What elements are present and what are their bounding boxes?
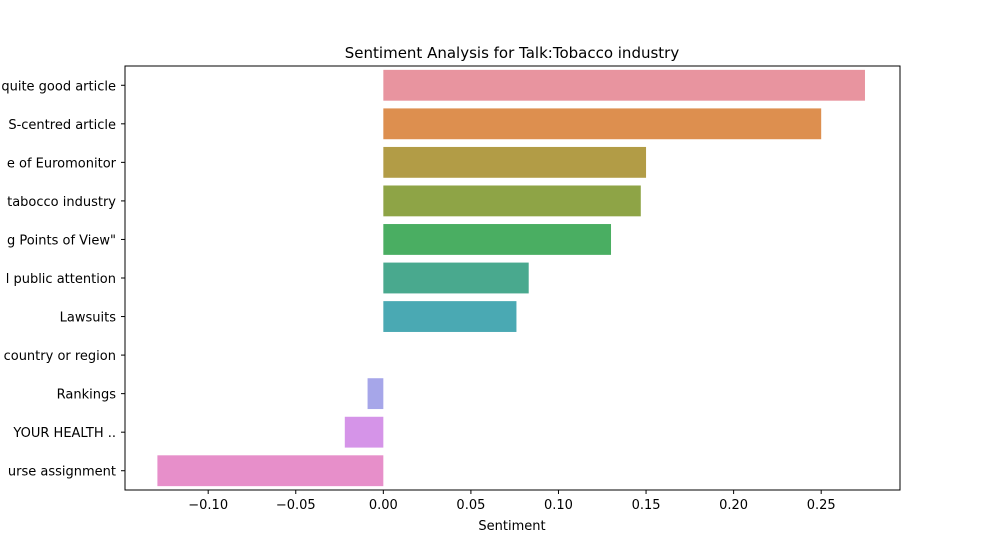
y-tick-label: e of Euromonitor (7, 156, 117, 171)
y-tick-label: Rankings (57, 388, 117, 403)
x-tick-label: 0.20 (719, 498, 748, 513)
bar-4 (383, 224, 611, 255)
x-tick-label: −0.10 (188, 498, 228, 513)
y-tick-label: country or region (4, 349, 116, 364)
x-tick-label: −0.05 (276, 498, 316, 513)
x-axis-label: Sentiment (478, 519, 545, 534)
bar-3 (383, 185, 640, 216)
y-tick-label: YOUR HEALTH .. (9, 426, 116, 441)
x-tick-label: 0.05 (456, 498, 485, 513)
bar-10 (157, 455, 383, 486)
x-tick-label: 0.15 (632, 498, 661, 513)
y-tick-label: g Points of View" (7, 233, 116, 248)
bar-1 (383, 108, 821, 139)
y-tick-label: urse assignment (8, 465, 116, 480)
y-tick-label: S-centred article (8, 118, 116, 133)
x-tick-label: 0.10 (544, 498, 573, 513)
bars-layer (157, 70, 865, 486)
y-tick-label: quite good article (1, 79, 116, 94)
y-tick-label: tabocco industry (7, 195, 116, 210)
y-tick-label: Lawsuits (60, 311, 117, 326)
bar-9 (345, 417, 384, 448)
x-axis-ticks: −0.10 −0.05 0.00 0.05 0.10 0.15 0.20 0.25 (188, 490, 835, 513)
chart-title: Sentiment Analysis for Talk:Tobacco indu… (345, 44, 680, 62)
y-tick-label: l public attention (6, 272, 116, 287)
bar-0 (383, 70, 865, 101)
bar-5 (383, 263, 528, 294)
bar-6 (383, 301, 516, 332)
y-axis-ticks: quite good article S-centred article e of … (1, 79, 125, 479)
bar-8 (368, 378, 384, 409)
bar-2 (383, 147, 646, 178)
x-tick-label: 0.00 (369, 498, 398, 513)
x-tick-label: 0.25 (807, 498, 836, 513)
